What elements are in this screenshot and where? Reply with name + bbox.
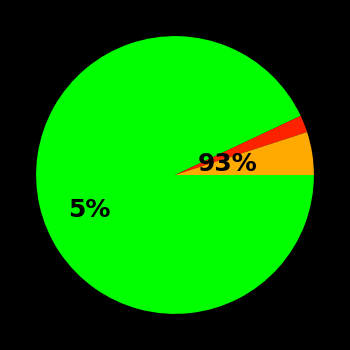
Text: 93%: 93%	[198, 152, 258, 176]
Wedge shape	[175, 116, 307, 175]
Wedge shape	[36, 36, 314, 314]
Wedge shape	[175, 132, 314, 175]
Text: 5%: 5%	[68, 198, 110, 222]
